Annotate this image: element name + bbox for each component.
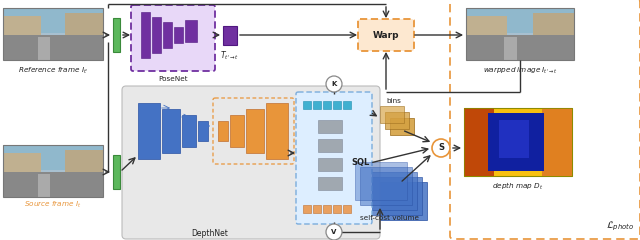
Bar [162,109,180,153]
Text: S: S [438,144,444,152]
Bar [464,108,572,176]
Bar [318,158,342,171]
Bar [318,139,342,152]
Bar [323,101,331,109]
Bar [499,120,529,158]
Bar [3,145,103,197]
Bar [533,13,574,39]
Bar [466,35,574,60]
Bar [313,205,321,213]
Bar [343,101,351,109]
Bar [141,12,150,58]
Bar [385,112,409,129]
Bar [182,115,196,147]
Text: K: K [332,81,337,87]
Bar [303,205,311,213]
Bar [333,205,341,213]
FancyBboxPatch shape [122,86,380,239]
Bar [390,118,414,135]
Bar [3,172,103,197]
Bar [174,27,183,43]
Bar [318,120,342,133]
Bar [3,145,103,197]
Bar [464,108,494,176]
Bar [360,167,412,205]
Text: $T_{t'\rightarrow t}$: $T_{t'\rightarrow t}$ [220,50,239,62]
Bar [65,150,103,176]
Bar [3,153,41,176]
Bar [541,108,572,176]
Bar [3,8,103,33]
Text: SQL: SQL [351,158,369,168]
Text: $\mathcal{L}_{photo}$: $\mathcal{L}_{photo}$ [606,220,634,233]
Bar [318,177,342,190]
Text: warpped image $I_{t'\rightarrow t}$: warpped image $I_{t'\rightarrow t}$ [483,66,557,76]
Bar [488,114,544,171]
Bar [38,36,50,60]
Text: Reference frame $I_{t'}$: Reference frame $I_{t'}$ [18,66,88,76]
Bar [218,121,228,141]
Bar [223,26,237,45]
Bar [504,36,516,60]
FancyBboxPatch shape [358,19,414,51]
Bar [466,8,574,60]
Bar [343,205,351,213]
Bar [313,101,321,109]
Text: PoseNet: PoseNet [158,76,188,82]
Bar [333,101,341,109]
Bar [466,8,574,33]
Bar [198,121,208,141]
Bar [355,162,407,200]
Bar [323,205,331,213]
Bar [380,106,404,123]
Bar [185,20,197,42]
Text: self-cost volume: self-cost volume [360,215,419,221]
FancyBboxPatch shape [296,92,372,224]
Circle shape [326,224,342,240]
Bar [113,155,120,189]
Bar [3,145,103,170]
Text: Source frame $I_t$: Source frame $I_t$ [24,200,82,210]
Bar [65,13,103,39]
Bar [375,182,427,220]
Text: V: V [332,229,337,235]
Bar [38,174,50,197]
Bar [3,8,103,60]
Bar [370,177,422,215]
FancyBboxPatch shape [131,5,215,71]
Bar [3,16,41,39]
Bar [464,108,572,176]
Bar [152,17,161,53]
Bar [303,101,311,109]
Bar [113,18,120,52]
Bar [466,8,574,60]
Bar [466,16,507,39]
Bar [365,172,417,210]
Text: depth map $D_t$: depth map $D_t$ [492,181,544,192]
Bar [163,22,172,48]
Bar [3,8,103,60]
Bar [246,109,264,153]
Text: Warp: Warp [372,30,399,40]
Text: bins: bins [387,98,401,104]
Bar [3,35,103,60]
Text: DepthNet: DepthNet [191,229,228,238]
Bar [138,103,160,159]
Circle shape [326,76,342,92]
Circle shape [432,139,450,157]
Bar [230,115,244,147]
Bar [266,103,288,159]
